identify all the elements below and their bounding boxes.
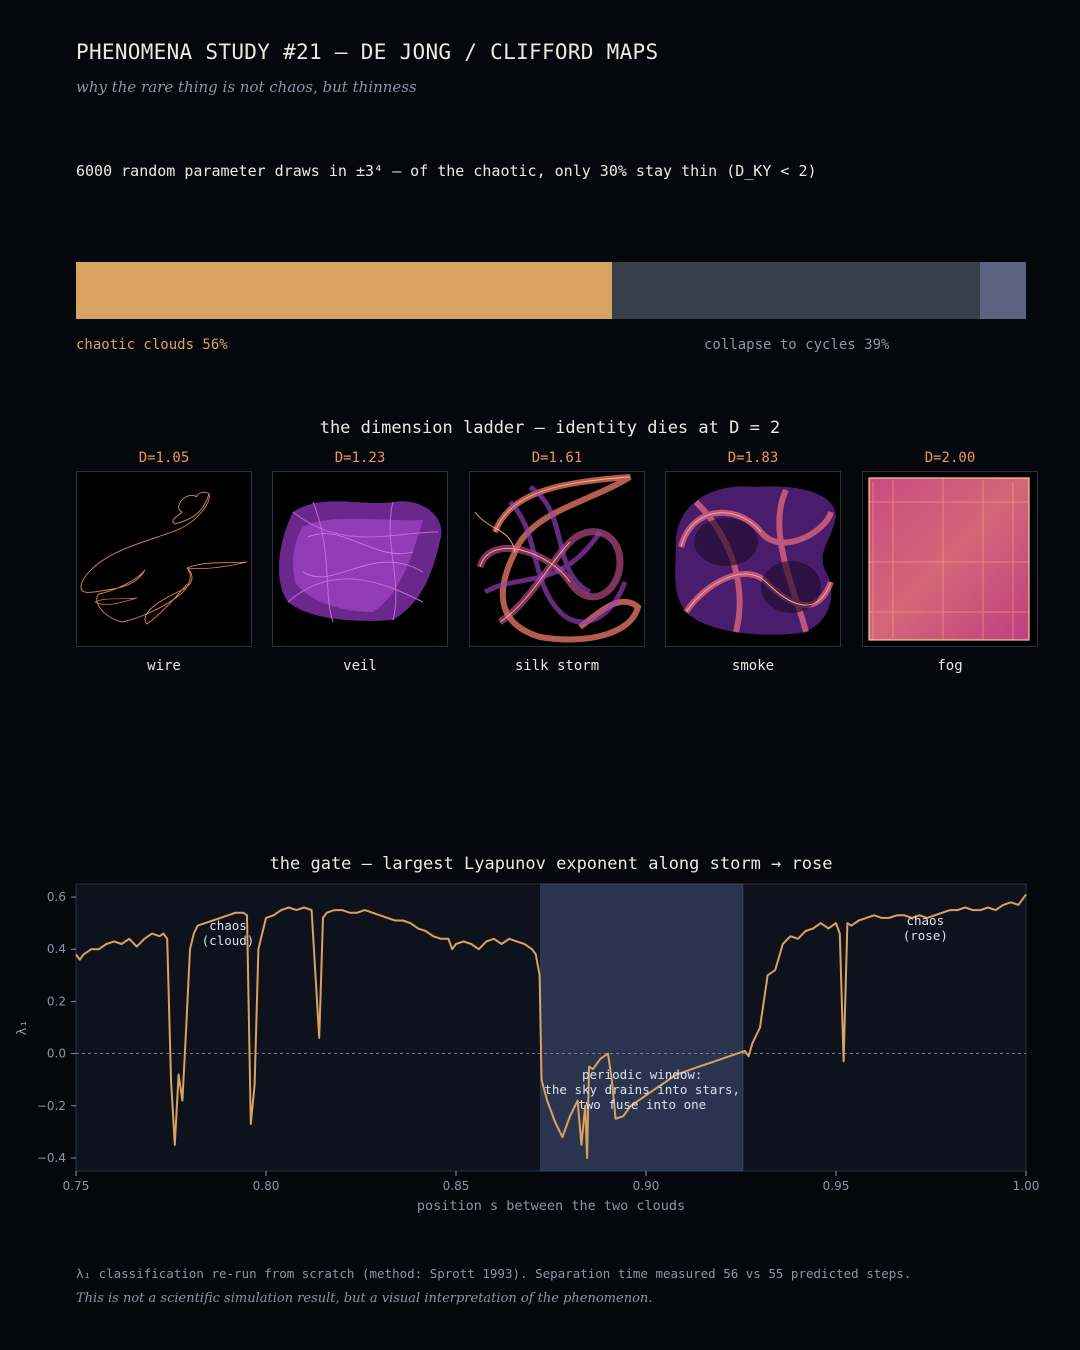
y-tick-label: 0.2	[47, 994, 66, 1008]
x-tick-label: 0.90	[633, 1179, 660, 1193]
bar-segment-chaotic	[76, 262, 612, 319]
footnote: λ₁ classification re-run from scratch (m…	[76, 1266, 912, 1281]
dimension-label: D=1.23	[334, 450, 386, 466]
outcome-bar	[76, 262, 1026, 319]
summary-line: 6000 random parameter draws in ±3⁴ — of …	[76, 162, 817, 180]
disclaimer: This is not a scientific simulation resu…	[76, 1291, 653, 1306]
panel-name: smoke	[731, 658, 775, 674]
y-axis-label: λ₁	[15, 1020, 30, 1036]
annotation-line: (rose)	[903, 928, 948, 943]
bar-label-cycles: collapse to cycles 39%	[704, 337, 890, 353]
attractor-image	[469, 471, 645, 647]
chart-annotation: periodic window:the sky drains into star…	[544, 1067, 740, 1112]
ladder-title: the dimension ladder — identity dies at …	[319, 418, 781, 438]
y-tick-label: 0.6	[47, 890, 66, 904]
ladder-panel-wire: D=1.05 wire	[76, 449, 252, 674]
page-subtitle: why the rare thing is not chaos, but thi…	[76, 78, 417, 96]
panel-name: fog	[937, 658, 963, 674]
panel-name: veil	[343, 658, 377, 674]
x-tick-label: 0.80	[253, 1179, 280, 1193]
x-tick-label: 0.95	[823, 1179, 850, 1193]
attractor-image	[862, 471, 1038, 647]
ladder-panel-silk-storm: D=1.61 silk storm	[469, 449, 645, 674]
y-tick-label: −0.2	[37, 1099, 66, 1113]
annotation-line: the sky drains into stars,	[544, 1082, 740, 1097]
dimension-label: D=1.83	[727, 450, 779, 466]
annotation-line: two fuse into one	[578, 1097, 706, 1112]
annotation-line: (cloud)	[202, 933, 255, 948]
lyapunov-series-line	[75, 893, 1027, 1159]
dimension-label: D=1.05	[138, 450, 190, 466]
bar-segment-cycles	[611, 262, 980, 319]
dimension-label: D=2.00	[924, 450, 976, 466]
y-tick-label: 0.4	[47, 942, 66, 956]
x-tick-label: 1.00	[1013, 1179, 1040, 1193]
panel-name: silk storm	[514, 658, 600, 674]
ladder-panel-fog: D=2.00 fog	[862, 449, 1038, 674]
y-tick-label: −0.4	[37, 1151, 66, 1165]
annotation-line: chaos	[906, 913, 944, 928]
attractor-image	[76, 471, 252, 647]
x-tick-label: 0.75	[63, 1179, 90, 1193]
annotation-line: periodic window:	[582, 1067, 702, 1082]
chart-annotation: chaos(rose)	[903, 913, 948, 943]
x-tick-label: 0.85	[443, 1179, 470, 1193]
bar-segment-other	[980, 262, 1026, 319]
panel-name: wire	[147, 658, 181, 674]
gate-title: the gate — largest Lyapunov exponent alo…	[269, 854, 833, 874]
ladder-panel-smoke: D=1.83 smoke	[665, 449, 841, 674]
chart-annotation: chaos(cloud)	[202, 918, 255, 948]
y-tick-label: 0.0	[47, 1047, 66, 1061]
attractor-image	[272, 471, 448, 647]
dimension-label: D=1.61	[531, 450, 583, 466]
periodic-window-band	[540, 883, 744, 1172]
ladder-panel-veil: D=1.23 veil	[272, 449, 448, 674]
page-title: PHENOMENA STUDY #21 — DE JONG / CLIFFORD…	[76, 40, 659, 64]
x-axis-label: position s between the two clouds	[417, 1198, 685, 1214]
bar-label-chaotic: chaotic clouds 56%	[76, 337, 228, 353]
attractor-image	[665, 471, 841, 647]
lyapunov-chart: 0.75 0.80 0.85 0.90 0.95 1.00 −0.4 −0.2 0.0 0.2 0.…	[15, 883, 1040, 1214]
annotation-line: chaos	[209, 918, 247, 933]
